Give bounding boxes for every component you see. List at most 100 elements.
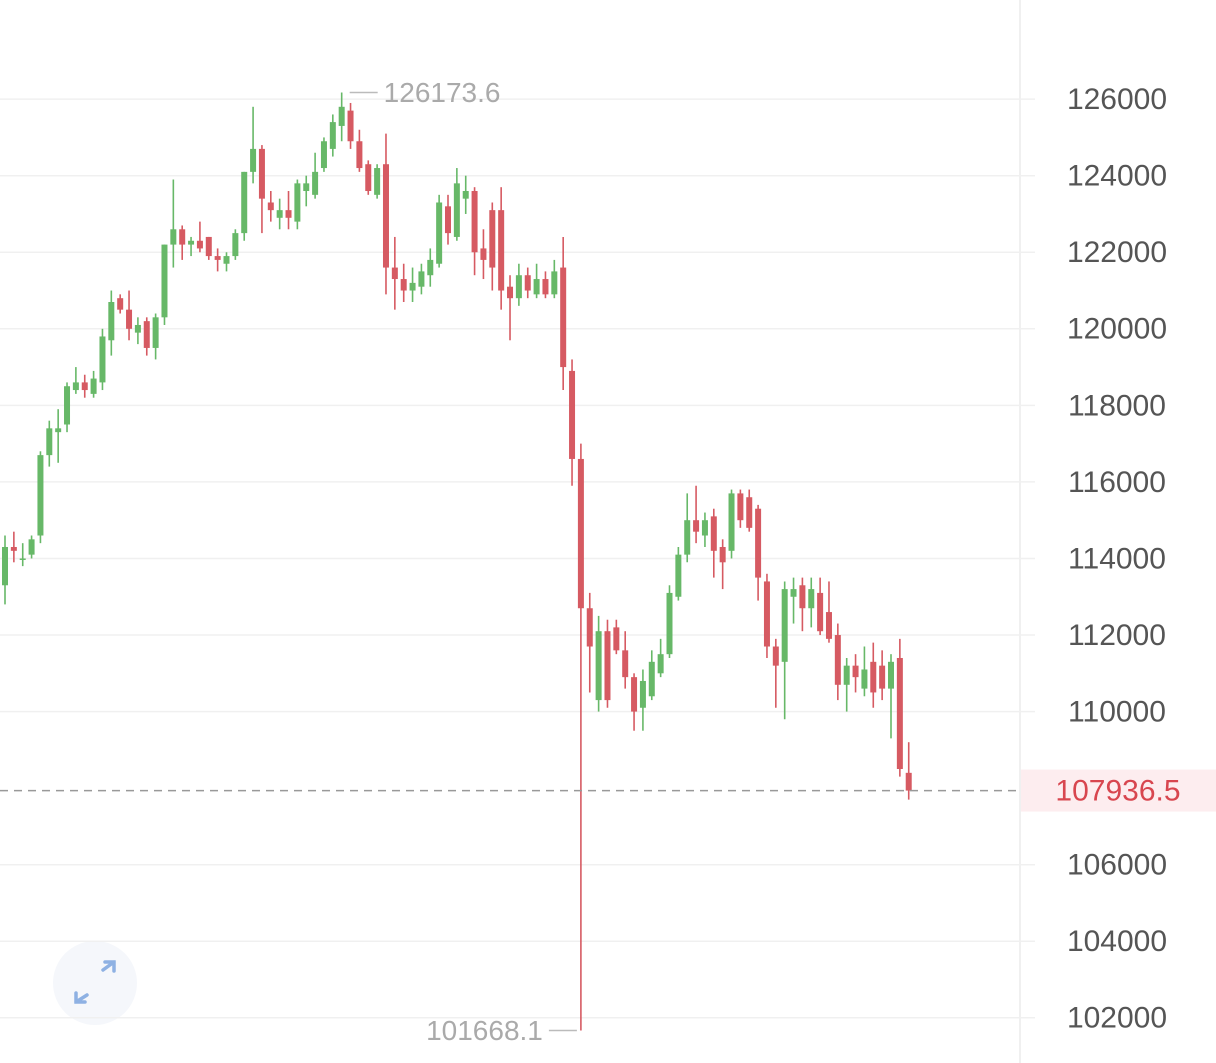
candle-body	[46, 428, 53, 456]
candle-body	[790, 589, 797, 597]
y-tick-label: 120000	[1067, 313, 1167, 346]
expand-button[interactable]	[53, 941, 137, 1025]
candle-body	[825, 612, 832, 639]
candle-body	[223, 256, 230, 264]
candle-body	[746, 497, 753, 528]
candle-body	[126, 309, 133, 329]
candle-body	[391, 267, 398, 280]
candle-body	[117, 298, 124, 310]
candle-body	[170, 229, 177, 245]
candle-body	[595, 631, 602, 701]
candle-body	[303, 183, 310, 192]
candle-body	[81, 382, 88, 391]
candle-body	[551, 271, 558, 295]
candle-body	[143, 321, 150, 348]
candle-body	[320, 141, 327, 169]
candle-body	[560, 267, 567, 368]
candle-body	[666, 592, 673, 655]
y-tick-label: 122000	[1067, 236, 1167, 269]
candle-body	[489, 210, 496, 268]
candle-body	[728, 493, 735, 551]
candle-body	[684, 520, 691, 555]
candle-body	[533, 279, 540, 295]
candle-body	[356, 141, 363, 169]
candle-body	[445, 206, 451, 234]
candle-body	[763, 581, 770, 647]
candle-body	[205, 236, 212, 257]
candle-body	[161, 244, 168, 318]
candle-body	[613, 627, 620, 651]
candle-body	[834, 635, 841, 685]
candle-body	[507, 286, 514, 299]
candle-body	[427, 259, 434, 276]
candle-body	[400, 279, 407, 291]
candle-body	[418, 271, 425, 287]
candle-body	[480, 248, 487, 260]
candle-body	[214, 256, 221, 260]
low-label: 101668.1	[426, 1015, 543, 1046]
candle-body	[382, 164, 389, 268]
candle-body	[675, 554, 682, 597]
candle-body	[294, 183, 301, 222]
candle-body	[657, 654, 664, 674]
y-tick-label: 126000	[1067, 83, 1167, 116]
candle-body	[64, 386, 71, 425]
candle-body	[10, 546, 17, 551]
y-tick-label: 112000	[1068, 619, 1166, 652]
candle-body	[312, 171, 319, 195]
y-tick-label: 102000	[1067, 1002, 1167, 1035]
candle-body	[737, 493, 744, 521]
expand-bg[interactable]	[53, 941, 137, 1025]
candle-body	[515, 275, 522, 299]
candle-body	[710, 516, 717, 551]
expand-icon[interactable]	[74, 960, 116, 1004]
candle-body	[622, 650, 629, 678]
price-label: 107936.5	[1055, 774, 1180, 807]
candle-body	[569, 370, 576, 459]
candle-body	[577, 458, 584, 609]
candle-body	[772, 646, 779, 666]
candle-body	[347, 110, 354, 142]
y-tick-label: 106000	[1067, 849, 1167, 882]
candle-body	[134, 324, 141, 333]
candle-body	[90, 378, 97, 394]
candle-body	[409, 282, 416, 291]
candle-body	[861, 669, 868, 689]
candle-body	[586, 608, 593, 647]
candle-body	[19, 558, 26, 560]
price-label-bg	[1021, 769, 1216, 812]
candle-body	[781, 589, 788, 662]
candle-body	[152, 317, 159, 348]
candle-body	[631, 677, 638, 712]
candle-body	[604, 631, 611, 701]
candle-body	[755, 508, 762, 578]
candle-body	[817, 592, 824, 632]
candle-body	[693, 520, 700, 532]
candle-body	[285, 210, 292, 218]
candle-body	[453, 183, 460, 237]
candle-body	[843, 665, 850, 685]
candle-body	[808, 589, 815, 609]
y-tick-label: 110000	[1068, 696, 1166, 729]
candle-body	[639, 680, 646, 708]
candle-body	[108, 302, 115, 341]
y-tick-label: 118000	[1068, 389, 1166, 422]
candle-body	[232, 233, 239, 257]
candle-body	[719, 546, 726, 563]
candle-body	[267, 202, 274, 211]
candle-body	[524, 275, 531, 291]
candle-body	[188, 240, 195, 245]
candle-body	[879, 665, 886, 689]
candle-body	[436, 202, 443, 264]
candle-body	[99, 336, 106, 383]
candle-body	[648, 661, 655, 697]
candle-body	[542, 279, 549, 295]
candle-body	[37, 455, 44, 536]
candle-body	[462, 191, 469, 199]
candle-body	[258, 148, 265, 199]
y-tick-label: 104000	[1067, 925, 1167, 958]
candle-body	[276, 210, 283, 218]
candle-body	[896, 657, 903, 770]
